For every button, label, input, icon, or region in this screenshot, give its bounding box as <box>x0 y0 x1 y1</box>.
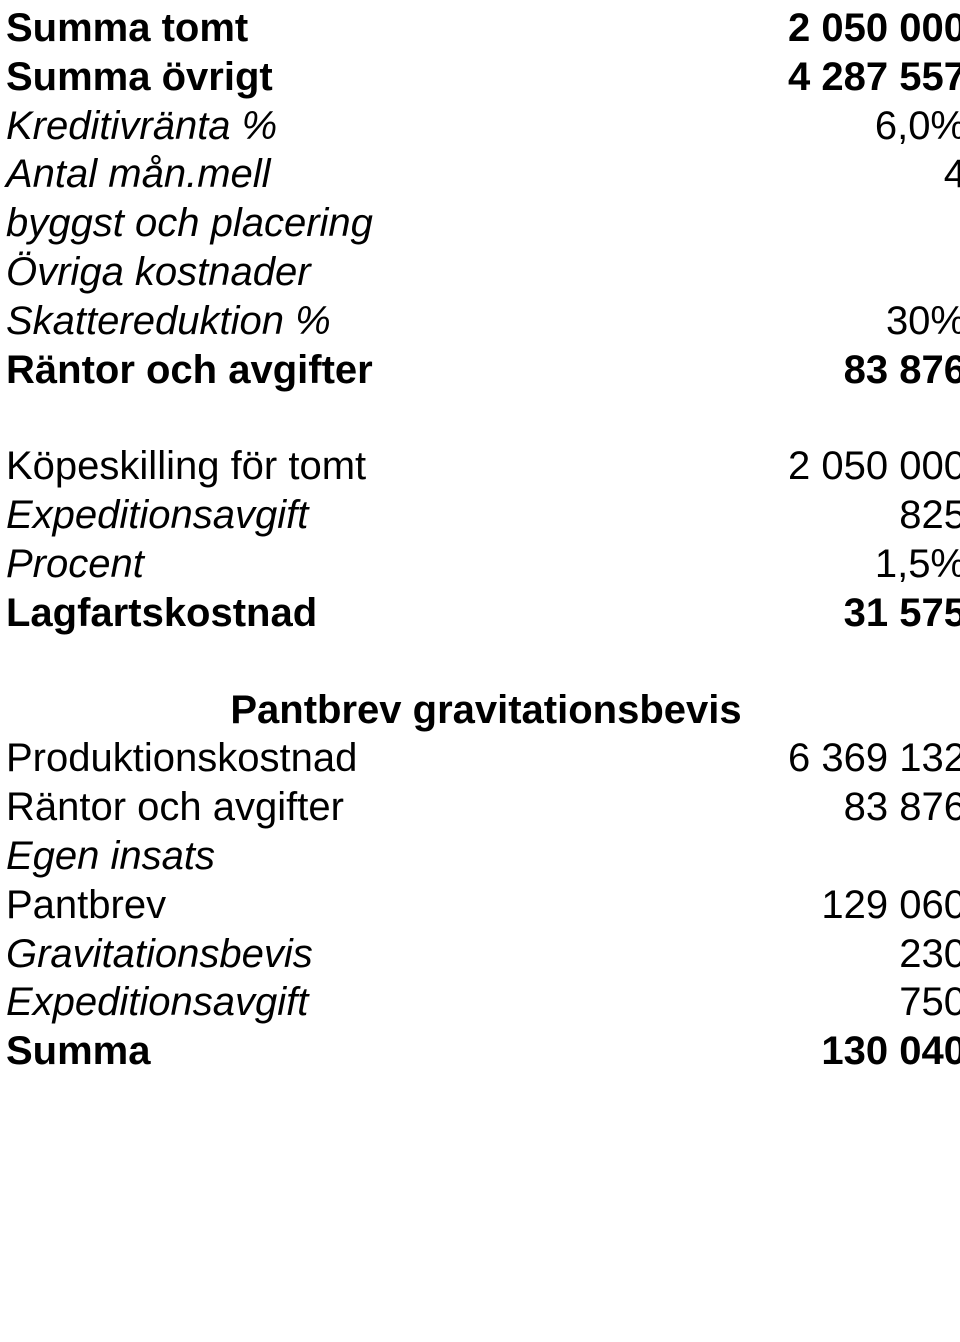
row-label: Antal mån.mell byggst och placering <box>6 150 932 248</box>
table-row: Pantbrev 129 060 <box>6 881 960 930</box>
row-label: Gravitationsbevis <box>6 930 887 979</box>
table-row: Expeditionsavgift 825 <box>6 491 960 540</box>
table-row: Expeditionsavgift 750 <box>6 978 960 1027</box>
row-value: 2 050 000 <box>776 442 960 491</box>
table-row: Summa tomt 2 050 000 <box>6 4 960 53</box>
row-label: Räntor och avgifter <box>6 346 832 395</box>
table-row: Övriga kostnader <box>6 248 960 297</box>
table-row: Egen insats <box>6 832 960 881</box>
row-label: Kreditivränta % <box>6 102 863 151</box>
table-row: Summa 130 040 <box>6 1027 960 1076</box>
row-value: 1,5% <box>863 540 960 589</box>
row-label: Summa övrigt <box>6 53 776 102</box>
table-row: Summa övrigt 4 287 557 <box>6 53 960 102</box>
row-value: 230 <box>887 930 960 979</box>
section-3: Pantbrev gravitationsbevis Produktionsko… <box>6 686 960 1076</box>
row-value: 130 040 <box>809 1027 960 1076</box>
row-value: 31 575 <box>832 589 960 638</box>
row-label: Lagfartskostnad <box>6 589 832 638</box>
row-label: Skattereduktion % <box>6 297 874 346</box>
row-value: 6,0% <box>863 102 960 151</box>
table-row: Produktionskostnad 6 369 132 <box>6 734 960 783</box>
row-label: Köpeskilling för tomt <box>6 442 776 491</box>
row-label: Summa tomt <box>6 4 776 53</box>
table-row: Antal mån.mell byggst och placering 4 <box>6 150 960 248</box>
row-value: 30% <box>874 297 960 346</box>
table-row: Lagfartskostnad 31 575 <box>6 589 960 638</box>
section-2: Köpeskilling för tomt 2 050 000 Expediti… <box>6 442 960 637</box>
row-label: Pantbrev <box>6 881 809 930</box>
row-value: 750 <box>887 978 960 1027</box>
table-row: Skattereduktion % 30% <box>6 297 960 346</box>
table-row: Köpeskilling för tomt 2 050 000 <box>6 442 960 491</box>
row-value: 2 050 000 <box>776 4 960 53</box>
row-label: Produktionskostnad <box>6 734 776 783</box>
row-value: 83 876 <box>832 783 960 832</box>
row-label: Procent <box>6 540 863 589</box>
table-row: Gravitationsbevis 230 <box>6 930 960 979</box>
section-heading: Pantbrev gravitationsbevis <box>6 686 960 735</box>
section-1: Summa tomt 2 050 000 Summa övrigt 4 287 … <box>6 4 960 394</box>
row-label: Expeditionsavgift <box>6 978 887 1027</box>
row-label: Expeditionsavgift <box>6 491 887 540</box>
row-value: 129 060 <box>809 881 960 930</box>
row-label: Summa <box>6 1027 809 1076</box>
section-divider <box>6 638 960 686</box>
section-divider <box>6 394 960 442</box>
table-row: Kreditivränta % 6,0% <box>6 102 960 151</box>
row-value: 825 <box>887 491 960 540</box>
row-value: 6 369 132 <box>776 734 960 783</box>
row-label: Övriga kostnader <box>6 248 954 297</box>
row-value: 4 <box>932 150 960 199</box>
row-value: 83 876 <box>832 346 960 395</box>
row-value: 4 287 557 <box>776 53 960 102</box>
table-row: Räntor och avgifter 83 876 <box>6 783 960 832</box>
table-row: Procent 1,5% <box>6 540 960 589</box>
table-row: Räntor och avgifter 83 876 <box>6 346 960 395</box>
row-label: Egen insats <box>6 832 954 881</box>
row-label: Räntor och avgifter <box>6 783 832 832</box>
